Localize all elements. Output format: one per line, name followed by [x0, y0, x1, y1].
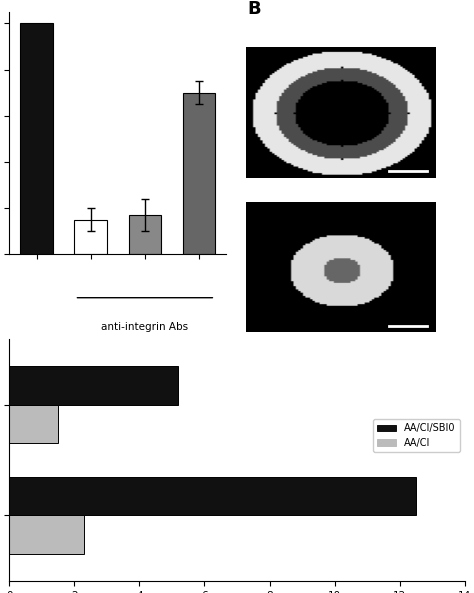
- Bar: [128, 215, 161, 254]
- Legend: AA/CI/SBI0, AA/CI: AA/CI/SBI0, AA/CI: [373, 419, 460, 452]
- Bar: [9, 515, 84, 554]
- Bar: [74, 219, 107, 254]
- Bar: [9, 366, 179, 405]
- Text: B: B: [248, 0, 262, 18]
- Bar: [9, 405, 58, 444]
- Bar: [20, 23, 53, 254]
- Text: $\alpha$v$\beta$6: $\alpha$v$\beta$6: [252, 52, 282, 65]
- Text: anti-mouse IgG: anti-mouse IgG: [252, 206, 321, 215]
- Bar: [183, 93, 215, 254]
- Text: anti-integrin Abs: anti-integrin Abs: [101, 322, 189, 332]
- Bar: [9, 477, 416, 515]
